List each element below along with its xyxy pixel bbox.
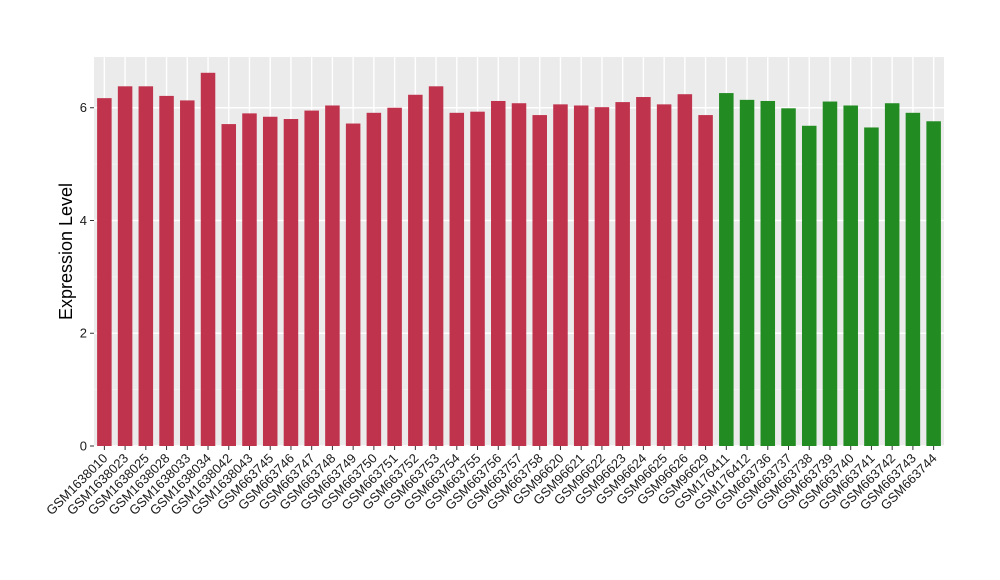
bar [449, 112, 465, 446]
bar [221, 124, 237, 446]
bar [656, 104, 672, 447]
bars [97, 72, 941, 447]
bar [905, 112, 921, 446]
bar [677, 94, 693, 447]
bar [801, 125, 817, 446]
bar [594, 107, 610, 447]
bar [573, 105, 589, 446]
bar [262, 116, 278, 446]
bar [387, 107, 402, 446]
y-tick-label: 2 [80, 326, 87, 341]
bar [117, 86, 133, 446]
bar [615, 102, 630, 447]
bar [366, 112, 382, 446]
bar [511, 103, 527, 446]
bar [180, 100, 195, 446]
bar [408, 94, 423, 446]
bar [200, 72, 216, 446]
bar [138, 86, 154, 446]
bar [698, 115, 713, 446]
bar [97, 98, 112, 446]
y-axis-ticks: 0 2 4 6 [80, 100, 94, 454]
y-tick-label: 6 [80, 100, 87, 115]
x-axis-ticks: GSM1638010GSM1638023GSM1638025GSM1638028… [43, 446, 940, 518]
bar [636, 97, 651, 447]
bar [283, 119, 299, 446]
bar [304, 110, 319, 446]
bar [719, 93, 734, 446]
bar [325, 105, 340, 446]
bar [532, 115, 547, 446]
bar [760, 100, 776, 447]
bar [159, 95, 174, 447]
bar [781, 108, 796, 446]
y-tick-label: 4 [80, 213, 87, 228]
bar [491, 100, 506, 447]
bar [926, 121, 941, 446]
bar [884, 103, 900, 446]
bar [470, 111, 485, 446]
bar [843, 105, 858, 446]
y-axis-title: Expression Level [56, 183, 76, 320]
bar [822, 101, 838, 446]
bar [428, 86, 444, 446]
bar [864, 127, 879, 447]
bar [242, 113, 257, 447]
bar [345, 123, 361, 447]
y-tick-label: 0 [80, 439, 87, 454]
bar [739, 99, 755, 446]
bar [553, 104, 568, 447]
